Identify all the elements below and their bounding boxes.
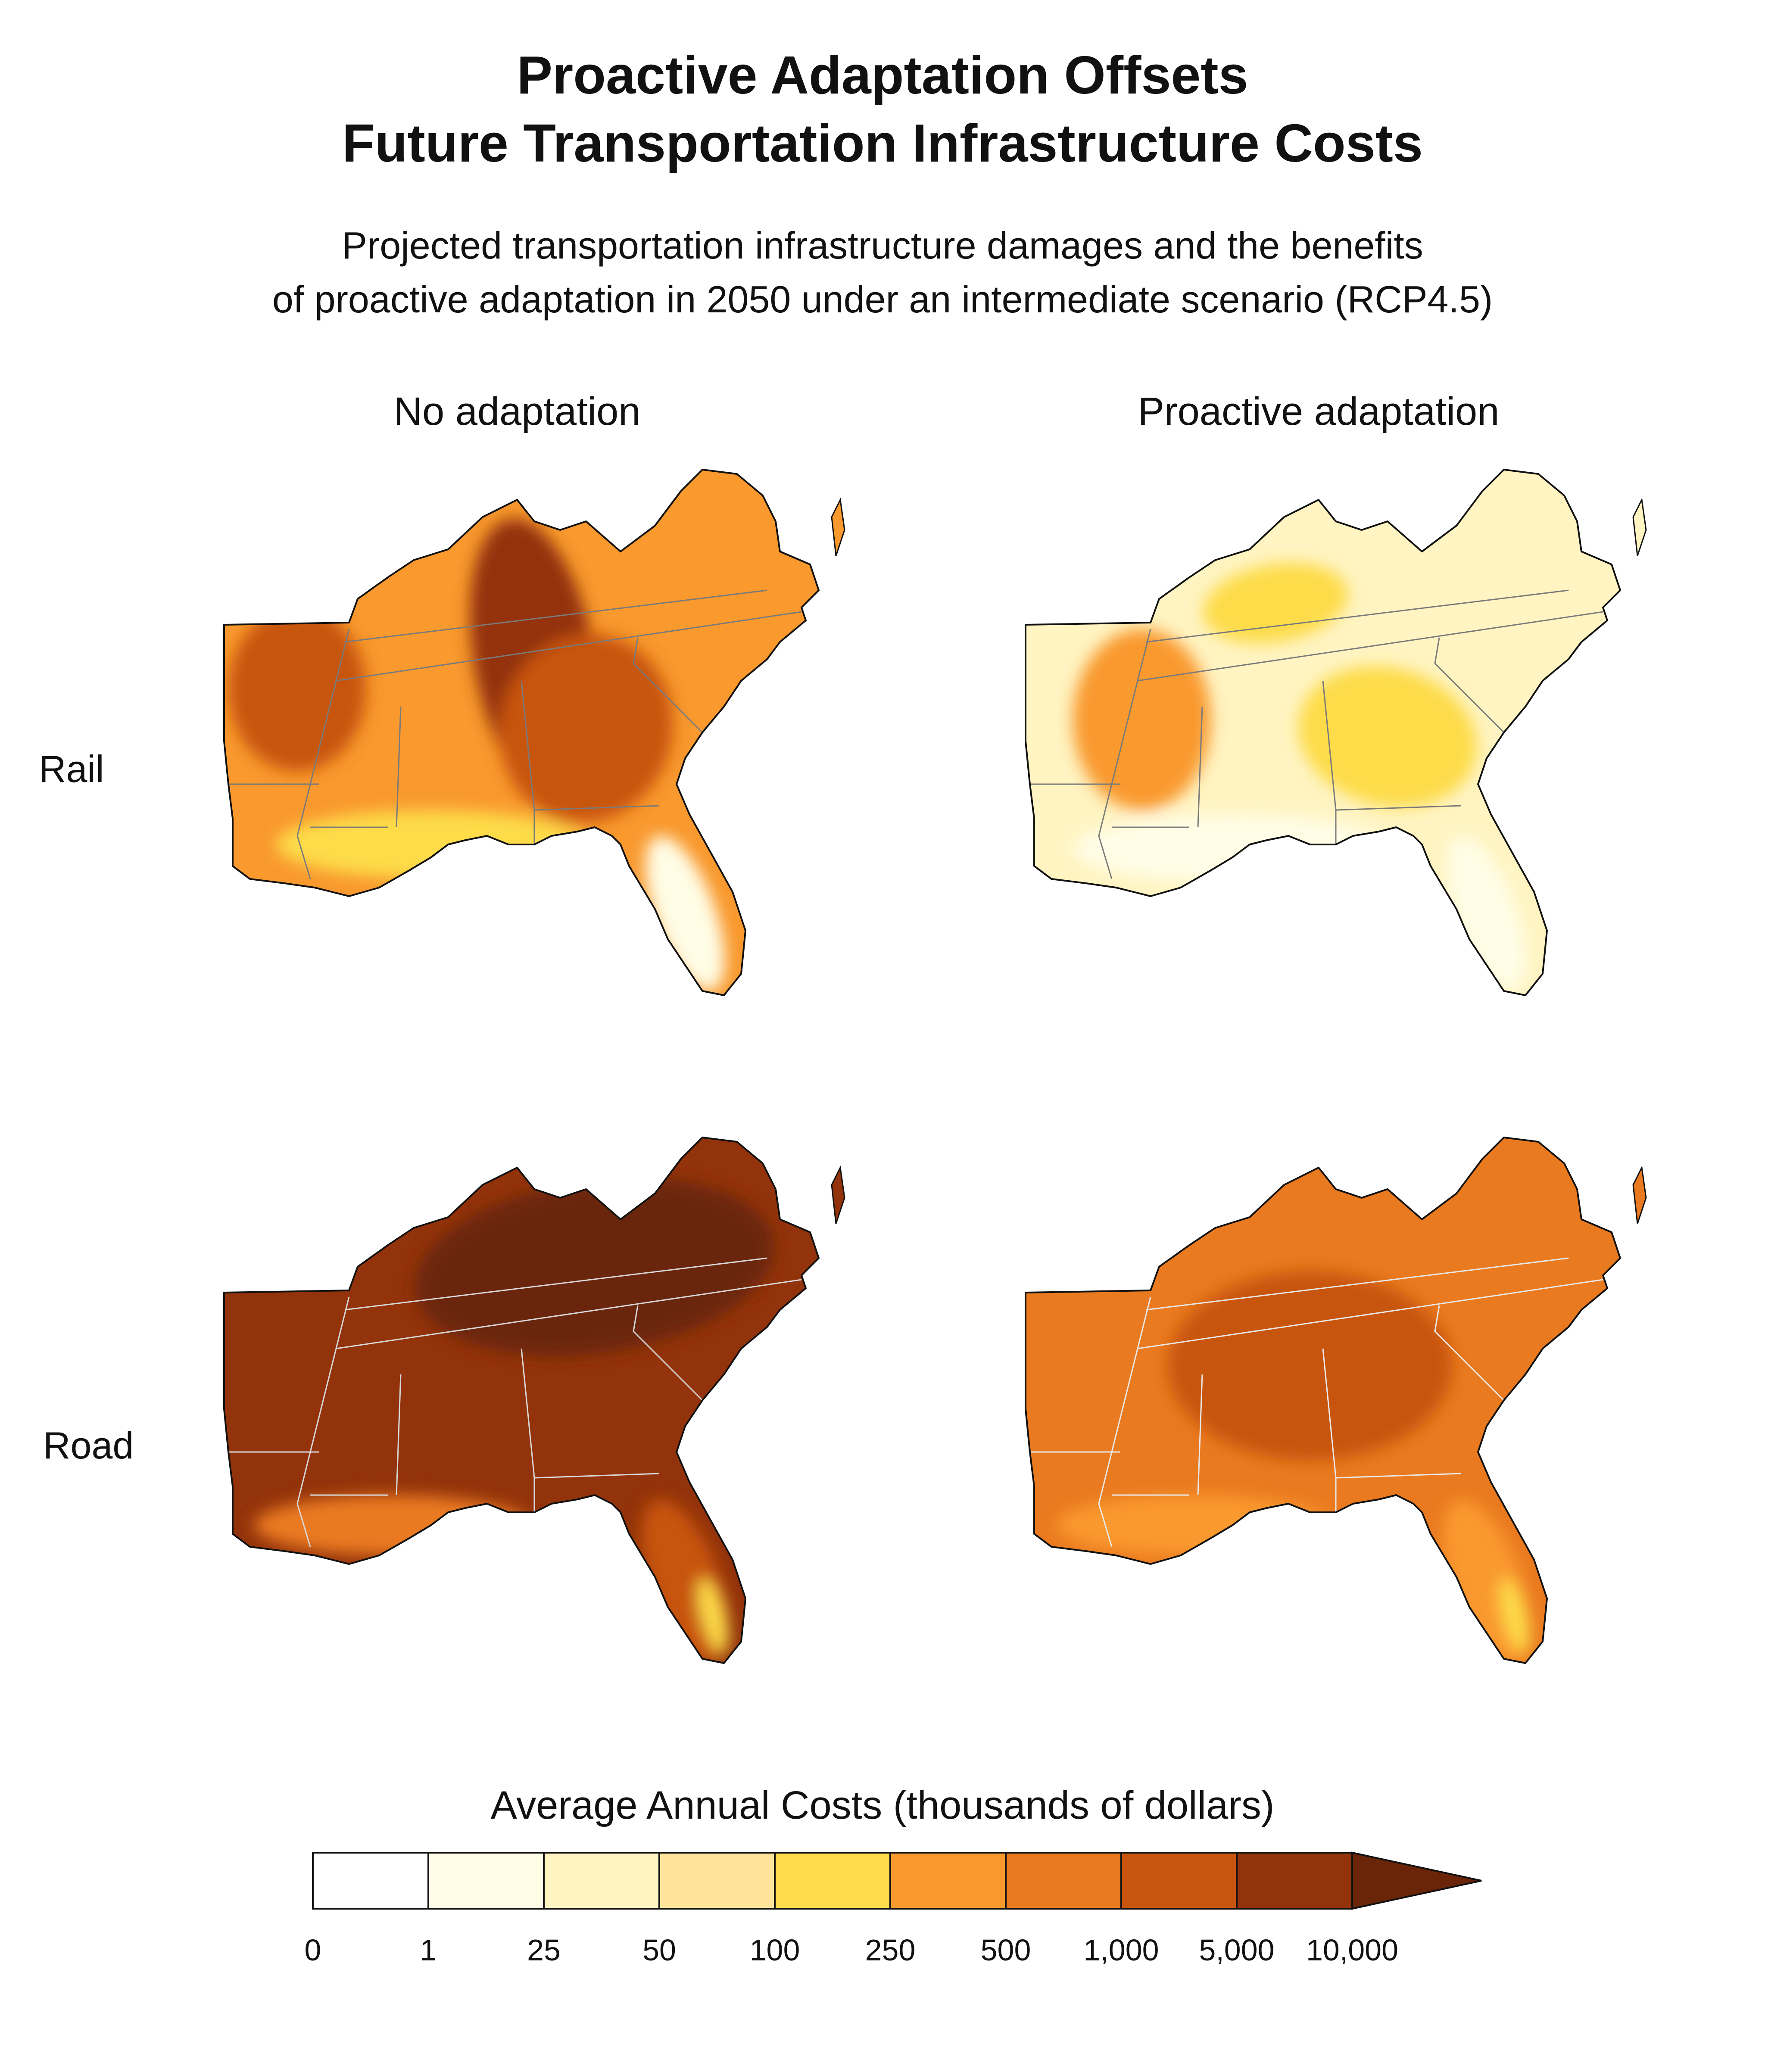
cost-zone [1073, 629, 1211, 810]
legend-swatch-overflow [1351, 1851, 1482, 1910]
map-road-no-adaptation [223, 1137, 845, 1664]
state-border [1197, 706, 1203, 828]
map-rail-proactive-adaptation [1025, 469, 1647, 996]
state-border [633, 637, 703, 733]
legend-tick-label: 50 [642, 1933, 676, 1967]
state-border [336, 1279, 802, 1349]
legend-swatch [1005, 1852, 1122, 1910]
coastline [1025, 469, 1621, 996]
coastal-island [831, 498, 845, 556]
state-border [1146, 1257, 1569, 1311]
state-border [1335, 1473, 1461, 1479]
state-border [344, 589, 767, 643]
coastline [1025, 1137, 1621, 1664]
coastline [223, 469, 820, 996]
column-label-proactive-adaptation: Proactive adaptation [1138, 389, 1500, 433]
state-border [534, 1473, 660, 1479]
chart-title-line-2: Future Transportation Infrastructure Cos… [342, 114, 1423, 173]
cost-zone [415, 1178, 774, 1356]
legend-swatch [312, 1852, 429, 1910]
legend-swatch [658, 1852, 776, 1910]
cost-zone [1168, 1271, 1452, 1461]
legend-tick-label: 250 [865, 1933, 916, 1967]
coastal-island [1632, 1165, 1647, 1224]
legend-swatch [1120, 1852, 1238, 1910]
cost-zone [1447, 835, 1527, 991]
chart-subtitle-line-2: of proactive adaptation in 2050 under an… [272, 278, 1493, 321]
row-label-road: Road [43, 1424, 134, 1467]
state-border [1197, 1374, 1203, 1496]
coastline [223, 1137, 820, 1664]
state-border [534, 805, 660, 811]
state-border [1434, 1305, 1505, 1401]
state-border [1335, 805, 1461, 811]
color-legend: 0 1 25 50 100 250 500 1,000 5,000 10,000 [305, 1851, 1482, 1967]
cost-zone [1073, 814, 1392, 883]
cost-zone [499, 634, 673, 823]
cost-zone [276, 810, 586, 879]
state-border [396, 706, 402, 828]
legend-title: Average Annual Costs (thousands of dolla… [490, 1783, 1275, 1827]
chart-title-line-1: Proactive Adaptation Offsets [517, 46, 1248, 105]
cost-zone [698, 1578, 729, 1654]
legend-tick-label: 0 [305, 1933, 321, 1967]
legend-swatch [427, 1852, 545, 1910]
state-border [1434, 637, 1505, 733]
coastal-island [831, 1165, 845, 1224]
cost-zone [228, 608, 366, 771]
legend-swatch [1236, 1852, 1353, 1910]
legend-swatch [889, 1852, 1007, 1910]
legend-tick-label: 1,000 [1083, 1933, 1159, 1967]
legend-swatch [543, 1852, 660, 1910]
coastal-island [1632, 498, 1647, 556]
state-border [336, 611, 802, 682]
state-border [344, 1257, 767, 1311]
state-border [396, 1374, 402, 1496]
legend-tick-label: 5,000 [1199, 1933, 1274, 1967]
state-border [1098, 1296, 1151, 1547]
cost-zone [1499, 1578, 1530, 1654]
cost-zone [645, 835, 725, 991]
state-border [296, 629, 350, 879]
cost-zone [1298, 666, 1477, 807]
map-rail-no-adaptation [223, 469, 845, 996]
row-label-rail: Rail [39, 748, 104, 790]
legend-swatch [774, 1852, 891, 1910]
state-border [296, 1296, 350, 1547]
state-border [1098, 629, 1151, 879]
column-label-no-adaptation: No adaptation [393, 389, 641, 433]
state-border [633, 1305, 703, 1401]
state-border [1137, 611, 1603, 682]
state-border [1146, 589, 1569, 643]
chart-subtitle-line-1: Projected transportation infrastructure … [342, 224, 1423, 267]
cost-zone [1203, 563, 1348, 644]
legend-tick-label: 25 [527, 1933, 561, 1967]
legend-tick-label: 1 [420, 1933, 437, 1967]
map-road-proactive-adaptation [1025, 1137, 1647, 1664]
legend-tick-label: 500 [981, 1933, 1031, 1967]
state-border [1137, 1279, 1603, 1349]
legend-tick-label: 10,000 [1306, 1933, 1398, 1967]
legend-tick-label: 100 [750, 1933, 800, 1967]
